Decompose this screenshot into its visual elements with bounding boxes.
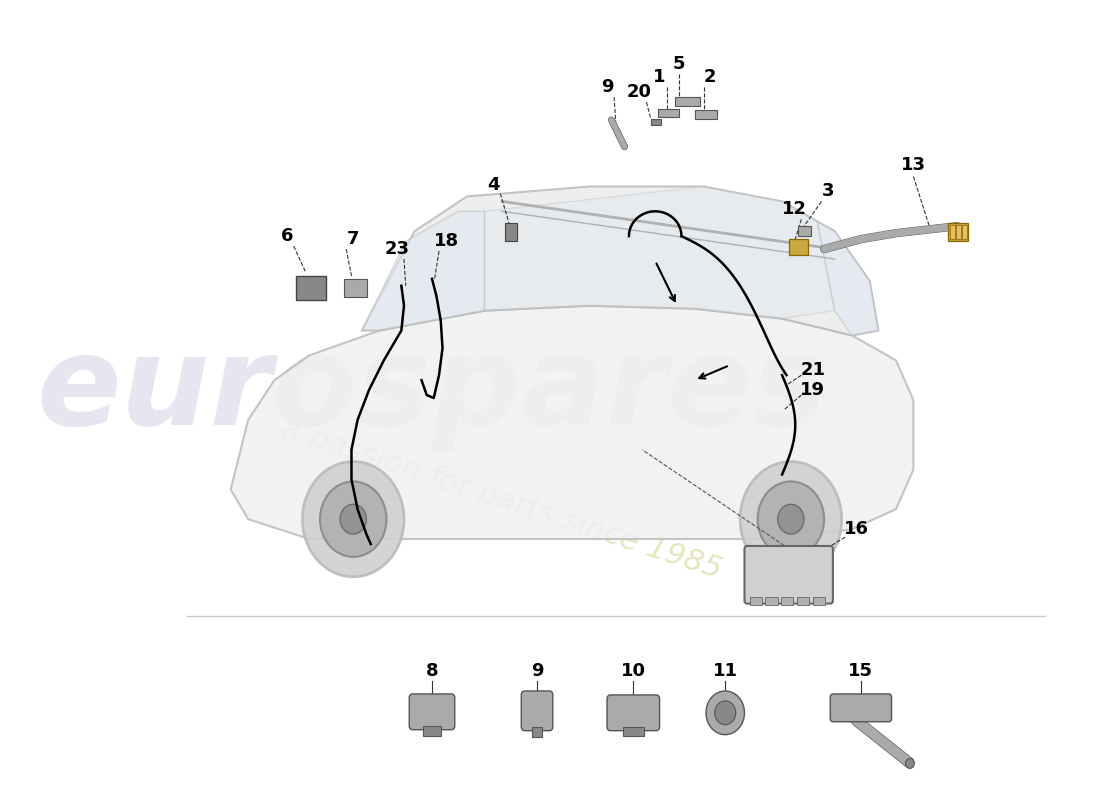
Bar: [651, 119, 661, 125]
Text: 23: 23: [385, 240, 409, 258]
Circle shape: [706, 691, 745, 734]
Bar: [296, 276, 326, 300]
Text: 6: 6: [280, 227, 293, 245]
FancyBboxPatch shape: [607, 695, 660, 730]
Text: 20: 20: [627, 83, 652, 101]
Bar: [798, 597, 810, 605]
Text: 4: 4: [487, 175, 499, 194]
Bar: [948, 223, 968, 241]
Text: 1: 1: [653, 68, 666, 86]
Text: 21: 21: [801, 362, 825, 379]
Text: 10: 10: [620, 662, 646, 680]
Polygon shape: [484, 186, 835, 318]
Text: 13: 13: [901, 156, 926, 174]
Circle shape: [302, 462, 404, 577]
Bar: [789, 239, 808, 255]
Circle shape: [320, 482, 386, 557]
Polygon shape: [231, 306, 913, 539]
Bar: [658, 109, 679, 117]
FancyBboxPatch shape: [745, 546, 833, 603]
Bar: [505, 223, 517, 241]
Text: 16: 16: [844, 520, 869, 538]
FancyBboxPatch shape: [409, 694, 454, 730]
Polygon shape: [362, 186, 879, 335]
Bar: [956, 226, 960, 239]
Circle shape: [905, 758, 914, 769]
FancyBboxPatch shape: [830, 694, 891, 722]
Bar: [344, 279, 367, 297]
Polygon shape: [817, 222, 879, 335]
Bar: [424, 726, 441, 736]
Text: 8: 8: [426, 662, 438, 680]
Bar: [950, 226, 955, 239]
Bar: [531, 726, 542, 737]
Text: 12: 12: [782, 200, 807, 218]
Bar: [750, 597, 762, 605]
Bar: [781, 597, 793, 605]
Text: 7: 7: [346, 230, 360, 248]
Text: 5: 5: [672, 55, 685, 74]
Text: 9: 9: [531, 662, 543, 680]
Circle shape: [340, 504, 366, 534]
Text: 19: 19: [801, 381, 825, 399]
Circle shape: [740, 462, 842, 577]
Text: 15: 15: [848, 662, 873, 680]
Circle shape: [758, 482, 824, 557]
Bar: [675, 97, 700, 106]
Text: a passion for parts since 1985: a passion for parts since 1985: [278, 414, 726, 584]
Text: 18: 18: [433, 232, 459, 250]
Bar: [962, 226, 967, 239]
Bar: [813, 597, 825, 605]
Bar: [623, 726, 643, 736]
Text: 2: 2: [704, 68, 716, 86]
Text: 9: 9: [601, 78, 614, 96]
Text: eurospares: eurospares: [37, 330, 827, 450]
Bar: [694, 110, 717, 119]
Text: 3: 3: [823, 182, 835, 201]
Bar: [766, 597, 778, 605]
FancyBboxPatch shape: [521, 691, 553, 730]
Circle shape: [715, 701, 736, 725]
Bar: [798, 226, 811, 236]
Polygon shape: [362, 211, 484, 330]
Circle shape: [778, 504, 804, 534]
Text: 11: 11: [713, 662, 738, 680]
